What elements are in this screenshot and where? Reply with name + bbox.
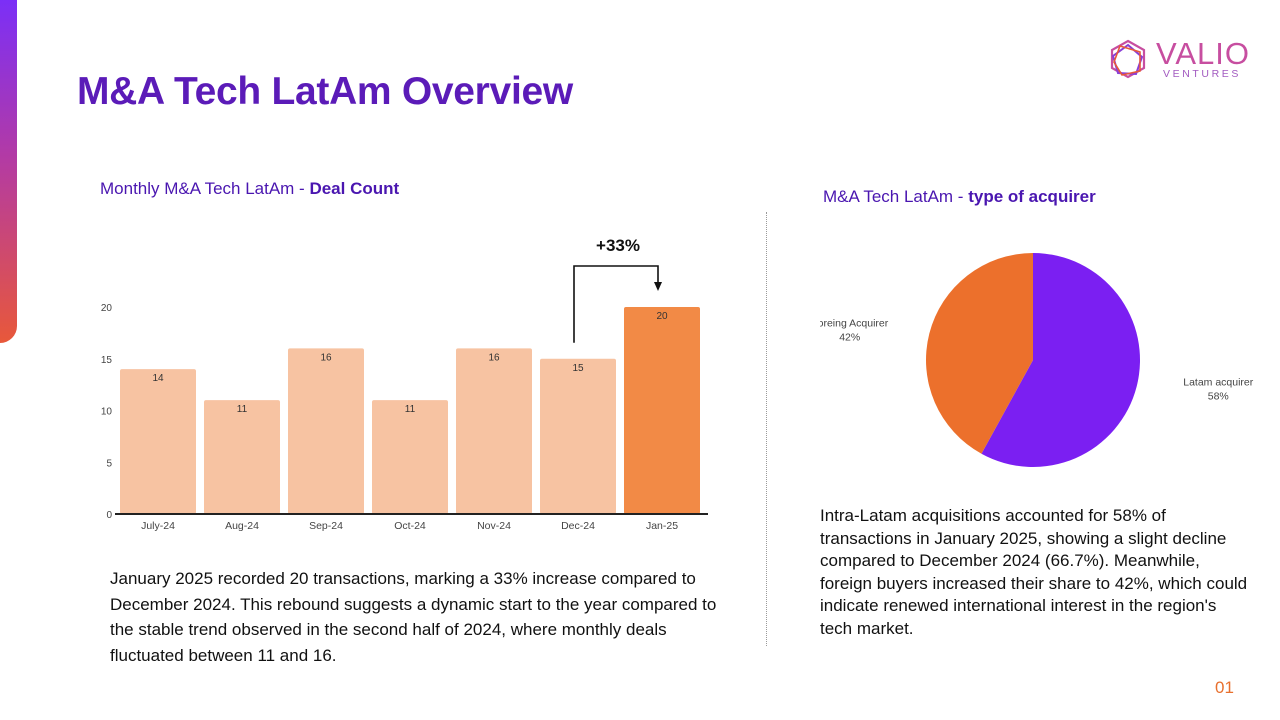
bar: [372, 400, 448, 514]
bar: [288, 348, 364, 514]
acquirer-subtitle-regular: M&A Tech LatAm -: [823, 187, 969, 206]
deal-count-subtitle-bold: Deal Count: [309, 179, 400, 198]
logo-wordmark: VALIO: [1156, 36, 1251, 71]
annotation-arrowhead: [654, 282, 662, 291]
x-tick-label: Sep-24: [309, 520, 343, 532]
y-tick-label: 15: [101, 355, 113, 366]
x-tick-label: Jan-25: [646, 520, 678, 532]
bar-value-label: 16: [488, 352, 500, 363]
page-title-regular: M&A Tech LatAm: [77, 70, 402, 113]
page-title: M&A Tech LatAm Overview: [77, 70, 573, 114]
page-number: 01: [1215, 678, 1234, 697]
bar: [624, 307, 700, 514]
logo-subtitle: VENTURES: [1163, 68, 1241, 80]
page-title-bold: Overview: [401, 70, 573, 113]
y-tick-label: 20: [101, 303, 113, 314]
acquirer-subtitle: M&A Tech LatAm - type of acquirer: [823, 187, 1096, 207]
bar-value-label: 11: [405, 404, 416, 415]
annotation-bracket: [573, 265, 659, 343]
y-tick-label: 10: [101, 407, 113, 418]
annotation-label: +33%: [596, 236, 640, 255]
deal-count-bar-chart: 0 5 10 15 20 14 July-24 11 Aug-24 16 Sep-24 11 Oct-2…: [101, 236, 708, 532]
bar-value-label: 11: [237, 404, 248, 415]
hexagon-logo-icon: [1110, 39, 1146, 79]
pie-slice: [981, 253, 1140, 467]
acquirer-pie-chart: Latam acquirer 58% Foreing Acquirer 42%: [820, 253, 1254, 467]
logo: VALIO VENTURES: [1106, 38, 1249, 80]
deal-count-description: January 2025 recorded 20 transactions, m…: [110, 569, 717, 665]
pie-slice-label: Latam acquirer: [1183, 377, 1254, 389]
y-tick-label: 0: [106, 510, 112, 521]
bar: [456, 348, 532, 514]
bar-value-label: 14: [152, 373, 164, 384]
acquirer-subtitle-bold: type of acquirer: [968, 187, 1096, 206]
y-tick-label: 5: [106, 458, 112, 469]
pie-slice-value: 42%: [839, 331, 860, 343]
vertical-divider: [766, 212, 767, 646]
x-tick-label: Aug-24: [225, 520, 259, 532]
bar-value-label: 15: [572, 363, 584, 374]
bar: [204, 400, 280, 514]
acquirer-description: Intra-Latam acquisitions accounted for 5…: [820, 506, 1248, 638]
pie-slice-value: 58%: [1208, 391, 1229, 403]
bar: [120, 369, 196, 514]
bar: [540, 358, 616, 514]
x-tick-label: Dec-24: [561, 520, 595, 532]
deal-count-subtitle-regular: Monthly M&A Tech LatAm -: [100, 179, 310, 198]
x-tick-label: Nov-24: [477, 520, 511, 532]
bar-value-label: 16: [320, 352, 332, 363]
accent-bar: [0, 0, 17, 343]
bar-value-label: 20: [656, 311, 668, 322]
x-tick-label: July-24: [141, 520, 175, 532]
pie-slice-label: Foreing Acquirer: [820, 317, 889, 329]
x-tick-label: Oct-24: [394, 520, 426, 532]
deal-count-subtitle: Monthly M&A Tech LatAm - Deal Count: [100, 179, 399, 199]
pie-slice: [926, 253, 1033, 454]
